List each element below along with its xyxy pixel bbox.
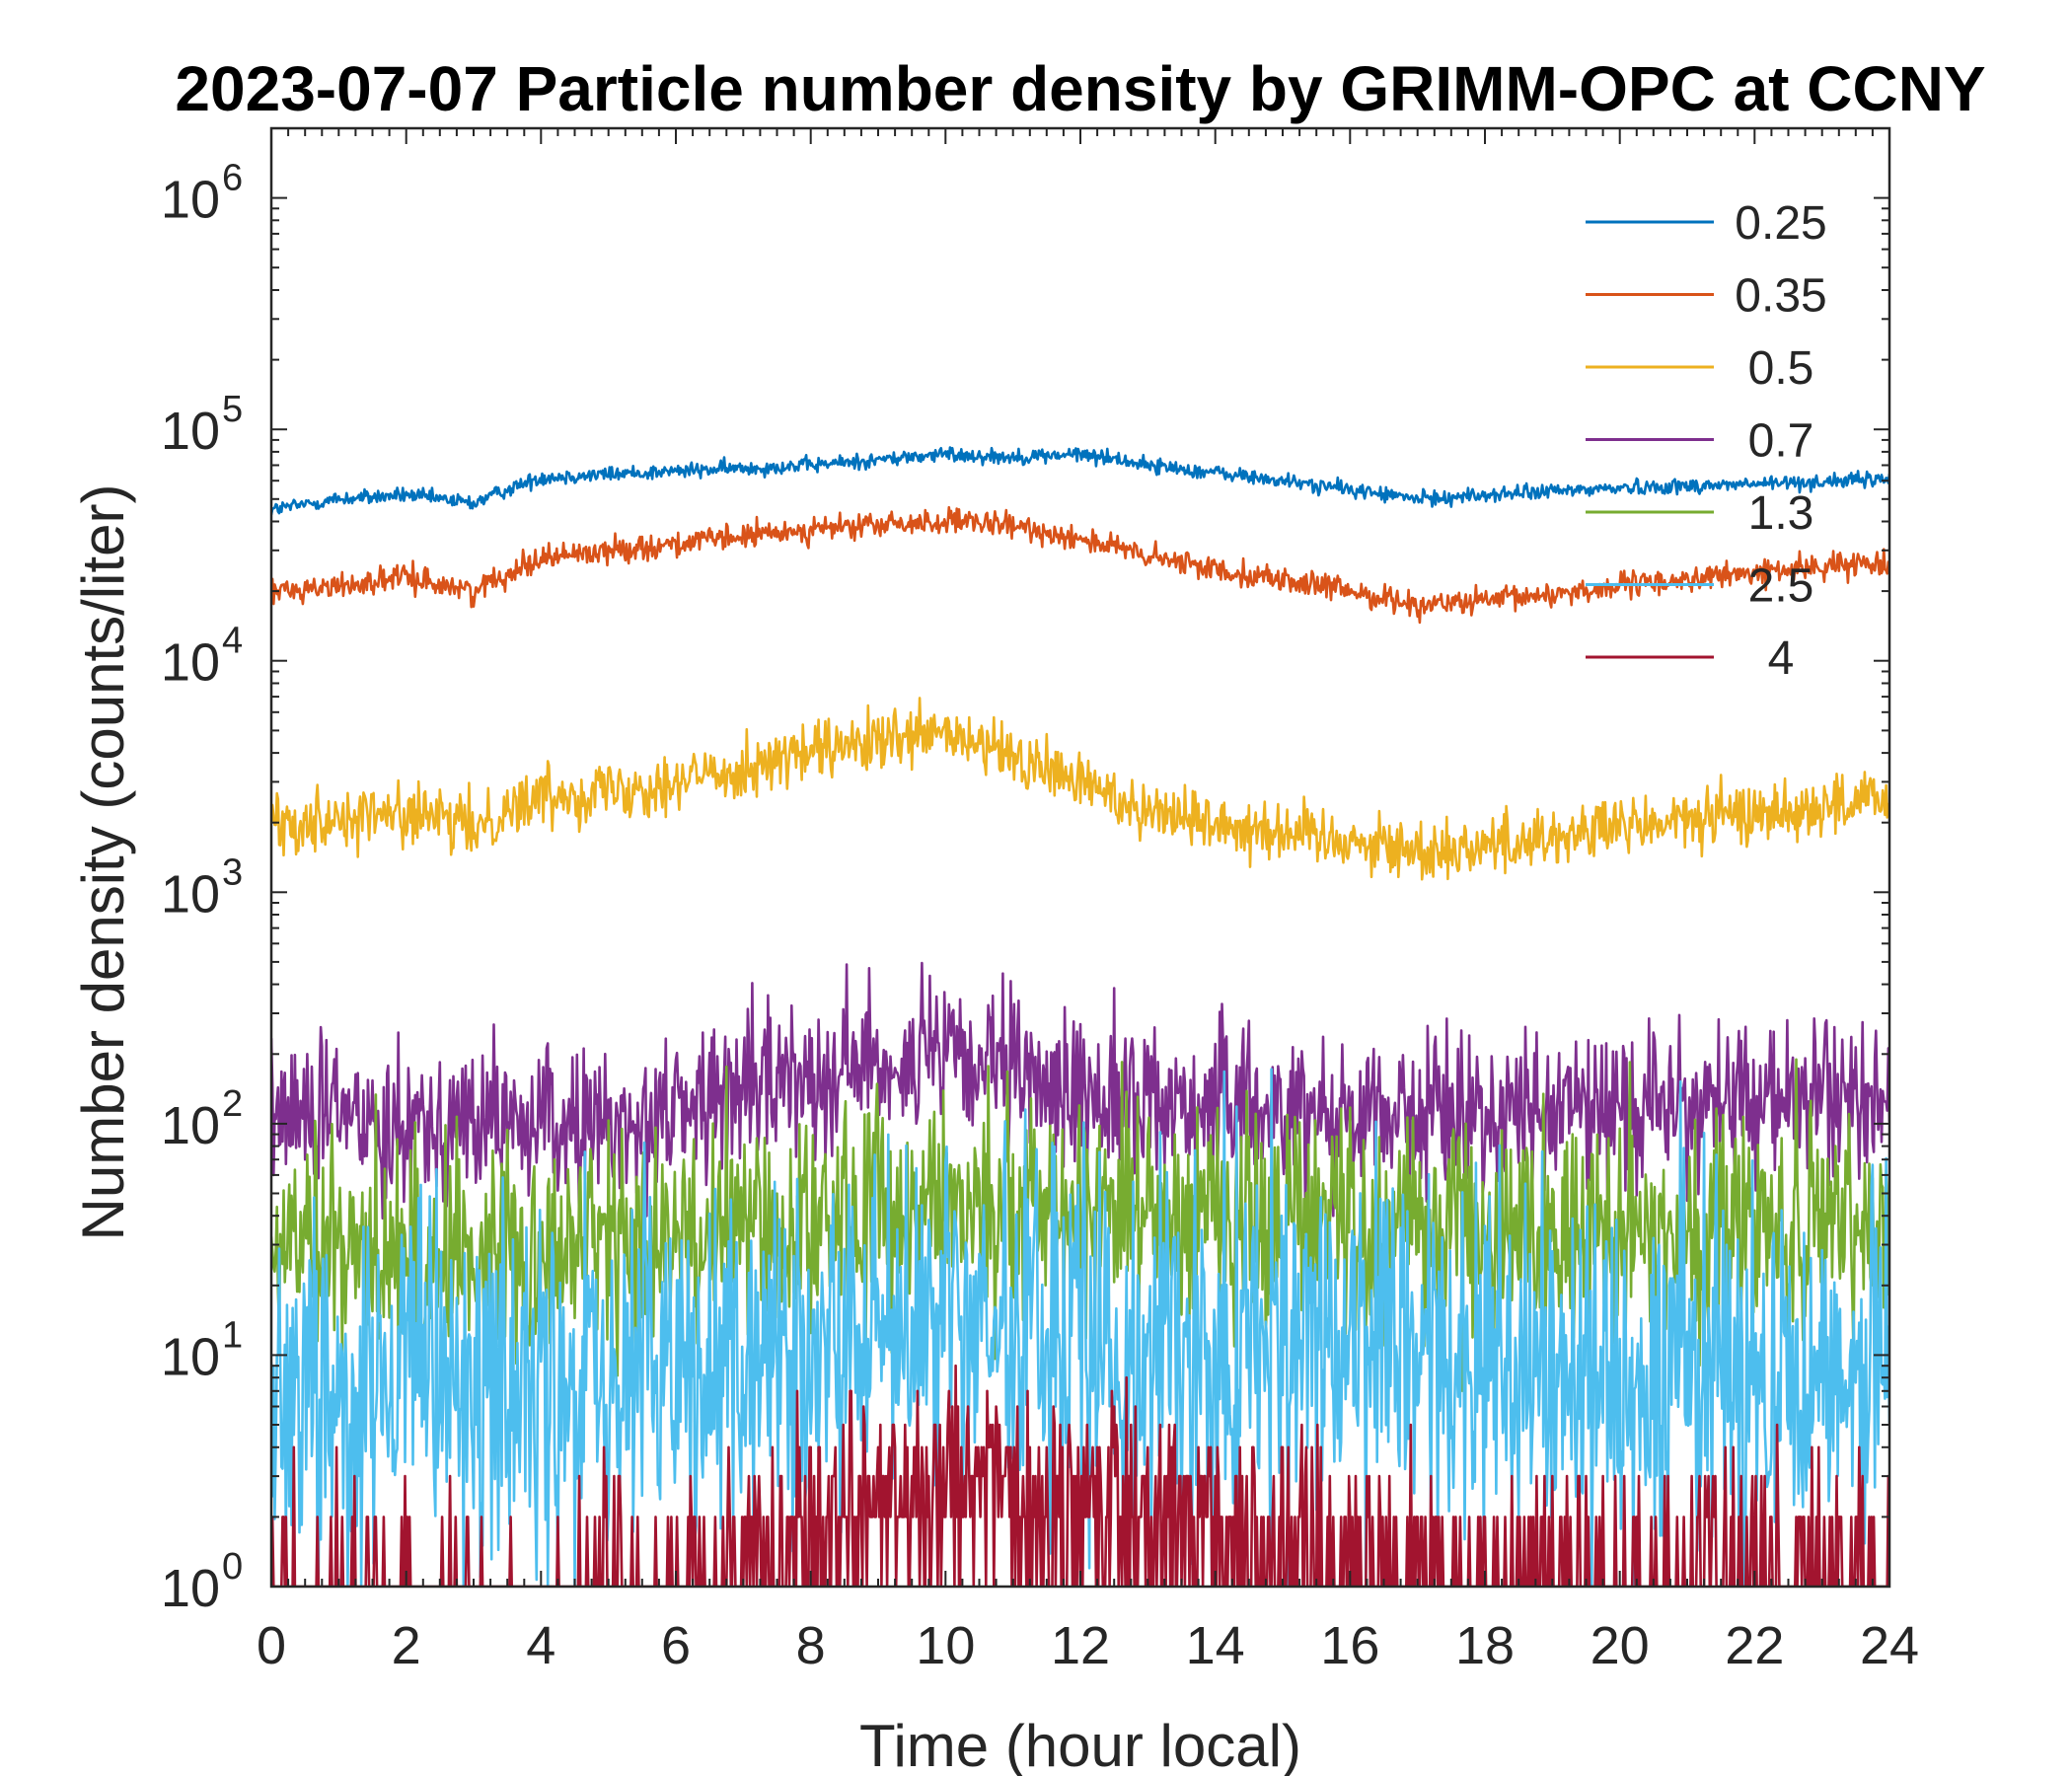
legend-label: 2.5 [1748,560,1814,613]
series-line-0.7 [271,961,1889,1233]
legend-item-0.35[interactable]: 0.35 [1586,270,1827,323]
y-tick-exponent: 5 [222,389,243,430]
y-tick-exponent: 2 [222,1083,243,1125]
legend-item-0.5[interactable]: 0.5 [1586,342,1813,395]
y-axis-label: Number density (counts/liter) [70,484,136,1241]
y-tick-exponent: 0 [222,1546,243,1588]
y-tick-base: 10 [161,402,220,461]
legend-label: 1.3 [1748,487,1814,540]
x-axis-label: Time (hour local) [859,1713,1301,1776]
x-tick-label: 4 [526,1616,555,1675]
x-tick-label: 12 [1051,1616,1110,1675]
y-tick-base: 10 [161,171,220,230]
legend-label: 4 [1768,632,1795,685]
legend-label: 0.25 [1735,197,1826,250]
data-series-layer [271,446,1889,1587]
legend-item-2.5[interactable]: 2.5 [1586,560,1813,613]
legend-item-1.3[interactable]: 1.3 [1586,487,1813,540]
y-tick-exponent: 3 [222,851,243,893]
legend-label: 0.35 [1735,270,1826,323]
x-tick-label: 20 [1591,1616,1650,1675]
x-tick-label: 24 [1860,1616,1919,1675]
y-tick-exponent: 6 [222,158,243,199]
series-line-2.5 [271,1068,1889,1587]
series-line-0.5 [271,697,1889,881]
y-tick-base: 10 [161,1096,220,1155]
y-tick-label: 10 4 [161,621,243,693]
x-tick-label: 18 [1455,1616,1515,1675]
x-tick-label: 8 [796,1616,826,1675]
legend[interactable]: 0.25 0.35 0.5 0.7 1.3 2.5 4 [1586,197,1827,685]
y-tick-base: 10 [161,1559,220,1618]
y-tick-label: 10 0 [161,1546,243,1618]
y-tick-label: 10 2 [161,1083,243,1155]
x-tick-label: 14 [1186,1616,1245,1675]
y-tick-label: 10 6 [161,158,243,230]
legend-label: 0.5 [1748,342,1814,395]
legend-label: 0.7 [1748,415,1814,468]
y-tick-label: 10 1 [161,1314,243,1386]
series-line-0.25 [271,446,1889,515]
legend-item-0.7[interactable]: 0.7 [1586,415,1813,468]
x-tick-label: 16 [1320,1616,1379,1675]
x-tick-label: 22 [1725,1616,1784,1675]
y-tick-base: 10 [161,633,220,693]
legend-item-4[interactable]: 4 [1586,632,1794,685]
y-tick-label: 10 3 [161,851,243,924]
x-tick-label: 10 [916,1616,975,1675]
chart-title: 2023-07-07 Particle number density by GR… [175,53,1985,124]
y-tick-base: 10 [161,1327,220,1386]
x-tick-label: 2 [392,1616,421,1675]
y-tick-label: 10 5 [161,389,243,461]
y-tick-exponent: 4 [222,621,243,662]
legend-item-0.25[interactable]: 0.25 [1586,197,1827,250]
axes-layer [269,126,1891,1589]
y-tick-exponent: 1 [222,1314,243,1356]
x-tick-label: 6 [661,1616,691,1675]
x-tick-label: 0 [257,1616,286,1675]
y-tick-base: 10 [161,864,220,924]
